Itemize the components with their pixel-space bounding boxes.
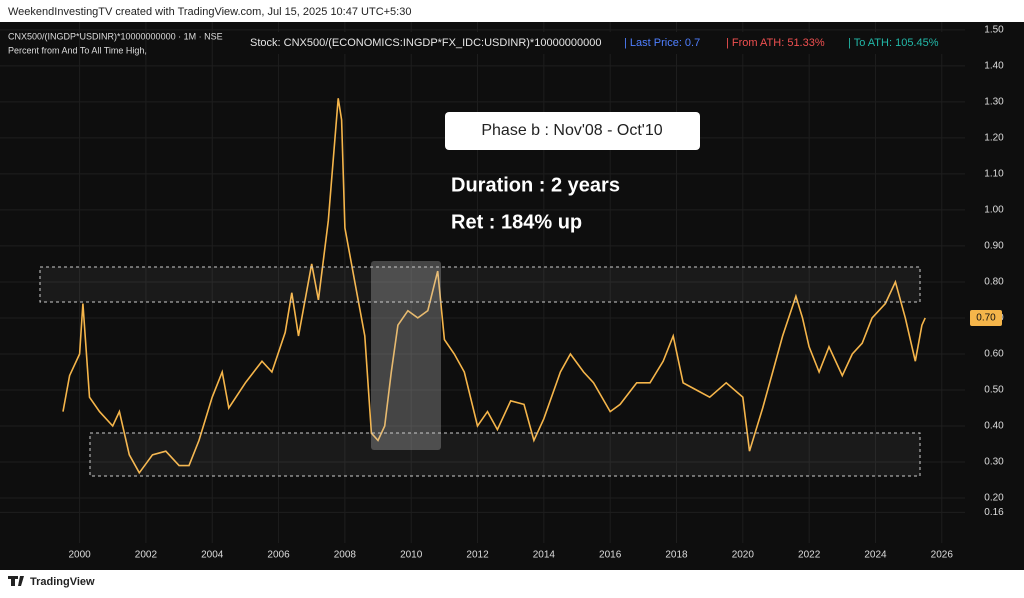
duration-label: Duration : 2 years (451, 174, 620, 196)
y-tick-label: 1.00 (984, 205, 1004, 216)
phase-highlight (371, 261, 441, 450)
price-badge (970, 309, 1002, 326)
x-tick-label: 2010 (400, 550, 423, 561)
x-tick-label: 2006 (267, 550, 290, 561)
y-tick-label: 1.10 (984, 169, 1004, 180)
y-tick-label: 0.40 (984, 421, 1004, 432)
info-stock: Stock: CNX500/(ECONOMICS:INGDP*FX_IDC:US… (250, 37, 602, 49)
return-label: Ret : 184% up (451, 211, 582, 233)
x-tick-label: 2016 (599, 550, 622, 561)
x-tick-label: 2000 (68, 550, 91, 561)
info-last: | Last Price: 0.7 (624, 37, 700, 49)
price-line (62, 98, 926, 475)
info-to-ath: | To ATH: 105.45% (848, 37, 939, 49)
zone-top (39, 266, 921, 303)
info-bg (246, 32, 960, 54)
y-tick-label: 1.30 (984, 97, 1004, 108)
y-tick-label: 0.50 (984, 385, 1004, 396)
x-tick-label: 2008 (334, 550, 357, 561)
y-tick-label: 0.90 (984, 241, 1004, 252)
price-badge-label: 0.70 (976, 313, 996, 324)
x-tick-label: 2014 (533, 550, 556, 561)
phase-box (445, 112, 700, 150)
y-tick-label: 0.30 (984, 457, 1004, 468)
y-tick-label: 0.16 (984, 507, 1004, 518)
zone-bottom (89, 432, 921, 477)
x-tick-label: 2024 (864, 550, 887, 561)
legend-subtitle: Percent from And To All Time High, (8, 45, 147, 55)
tv-logo (8, 576, 24, 586)
y-tick-label: 0.60 (984, 349, 1004, 360)
y-tick-label: 1.40 (984, 61, 1004, 72)
x-tick-label: 2002 (135, 550, 158, 561)
info-from-ath: | From ATH: 51.33% (726, 37, 825, 49)
x-tick-label: 2018 (665, 550, 688, 561)
legend-title: CNX500/(INGDP*USDINR)*10000000000 · 1M ·… (8, 31, 223, 41)
phase-label: Phase b : Nov'08 - Oct'10 (481, 122, 662, 139)
y-tick-label: 1.50 (984, 25, 1004, 36)
x-tick-label: 2022 (798, 550, 821, 561)
footer: TradingView (30, 576, 95, 588)
x-tick-label: 2020 (732, 550, 755, 561)
y-tick-label: 0.80 (984, 277, 1004, 288)
x-tick-label: 2004 (201, 550, 224, 561)
header: WeekendInvestingTV created with TradingV… (8, 6, 411, 18)
y-tick-label: 1.20 (984, 133, 1004, 144)
y-tick-label: 0.20 (984, 493, 1004, 504)
x-tick-label: 2012 (466, 550, 489, 561)
x-tick-label: 2026 (931, 550, 954, 561)
